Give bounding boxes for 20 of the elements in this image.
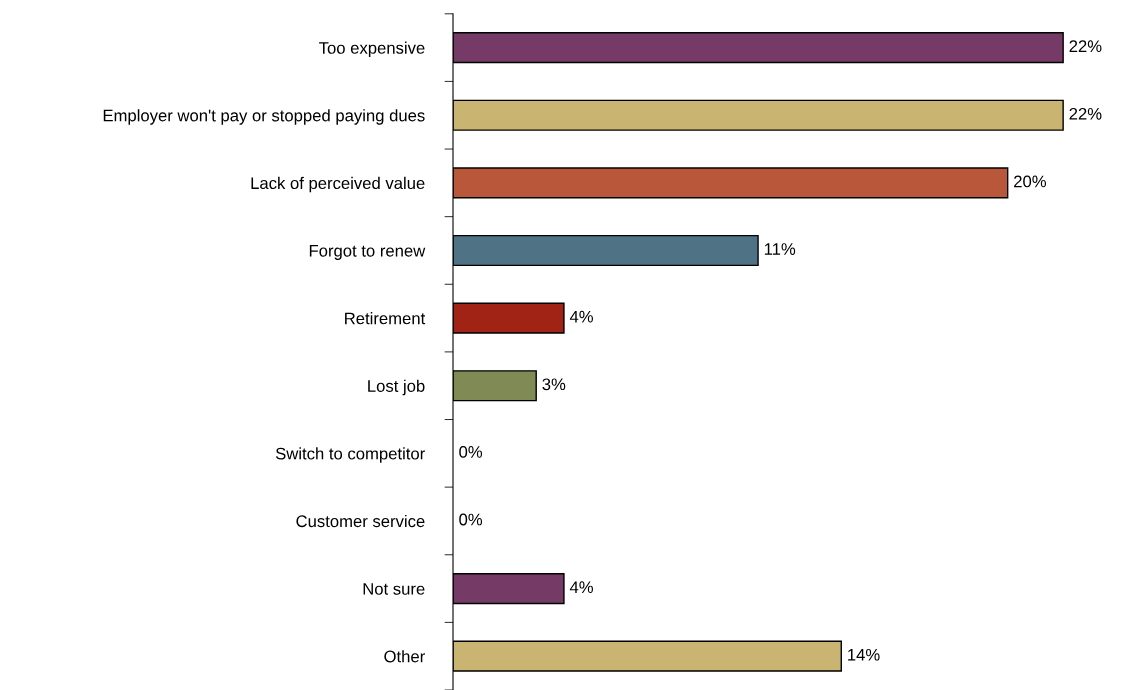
data-label: 4% [569, 581, 593, 593]
data-label: 3% [542, 378, 566, 391]
y-tick-label: Retirement [345, 312, 426, 325]
y-tick-label: Employer won't pay or stopped paying dues [103, 109, 425, 125]
data-label: 4% [569, 310, 593, 323]
y-tick-label: Customer service [296, 514, 425, 528]
y-tick-label: Too expensive [319, 41, 425, 58]
data-label: 22% [1069, 40, 1102, 53]
y-tick-label: Lost job [368, 379, 425, 396]
data-label: 20% [1014, 175, 1046, 188]
data-label: 22% [1069, 107, 1102, 120]
y-tick-label: Other [384, 650, 425, 663]
data-label: 0% [459, 446, 483, 458]
y-tick-label: Forgot to renew [309, 245, 426, 260]
y-tick-label: Lack of perceived value [251, 176, 425, 193]
data-label: 0% [459, 513, 483, 526]
data-label: 14% [848, 648, 880, 661]
y-tick-label: Switch to competitor [275, 447, 425, 463]
y-tick-label: Not sure [363, 583, 425, 595]
data-label: 11% [764, 243, 796, 255]
